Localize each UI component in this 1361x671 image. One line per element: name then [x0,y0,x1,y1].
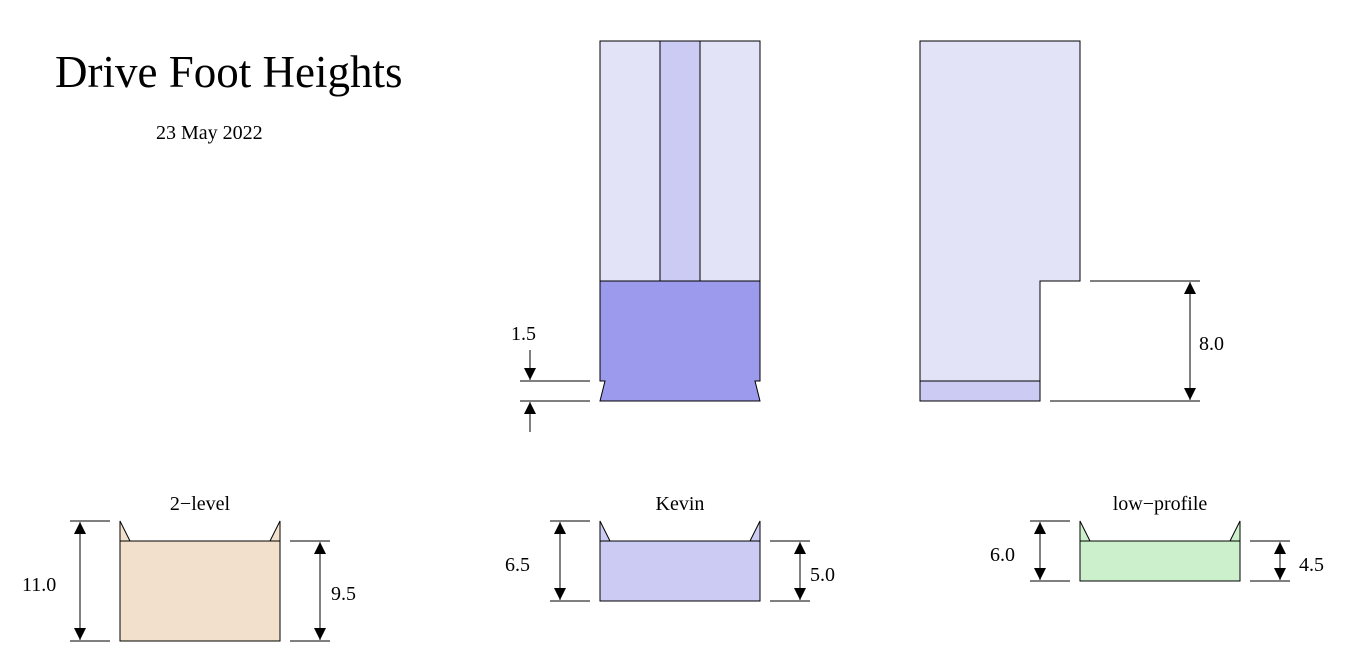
drive-view-left: 1.5 [511,40,761,432]
foot-body [119,540,281,642]
drive-view-right: 8.0 [919,40,1224,402]
drive-body-right [919,40,1081,382]
foot-low-profile: low−profile 6.0 4.5 [990,493,1324,582]
foot-name: low−profile [1113,493,1208,515]
foot-lip-right [1229,520,1241,542]
total-height-label: 6.0 [990,544,1015,566]
drive-foot-strip [919,380,1041,402]
foot-lip-left [1079,520,1091,542]
total-height-label: 11.0 [22,574,56,596]
dimension-label-right: 8.0 [1199,333,1224,355]
body-height-label: 4.5 [1299,554,1324,576]
dimension-label-left: 1.5 [511,323,536,345]
foot-name: 2−level [170,493,231,515]
foot-lip-right [749,520,761,542]
drive-foot-left [599,280,761,402]
foot-lip-left [119,520,131,542]
drive-center-channel [659,40,701,282]
foot-lip-left [599,520,611,542]
body-height-label: 9.5 [331,583,356,605]
total-height-label: 6.5 [505,554,530,576]
date-label: 23 May 2022 [156,122,263,144]
foot-lip-right [269,520,281,542]
page-title: Drive Foot Heights [55,47,403,97]
foot-kevin: Kevin 6.5 5.0 [505,493,835,602]
foot-body [1079,540,1241,582]
foot-2-level: 2−level 11.0 9.5 [22,493,356,642]
body-height-label: 5.0 [810,564,835,586]
foot-name: Kevin [656,493,705,515]
foot-body [599,540,761,602]
